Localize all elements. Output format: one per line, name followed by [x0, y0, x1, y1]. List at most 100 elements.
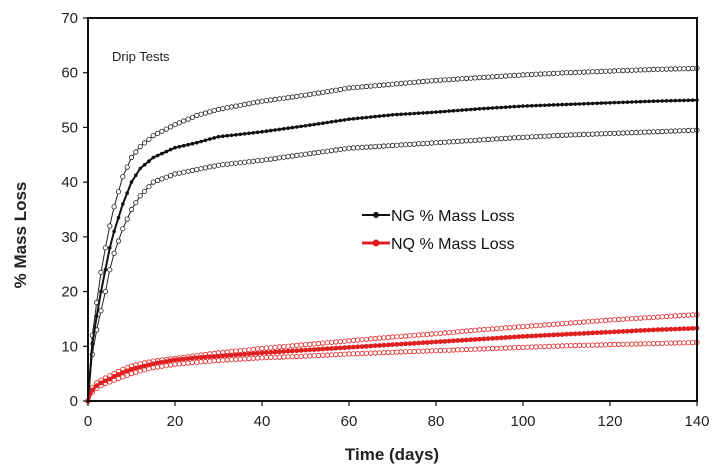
ng-upper-bound-point: [407, 80, 413, 86]
nq-series-point: [89, 387, 95, 393]
nq-series-point: [564, 331, 569, 337]
ng-lower-bound-point: [224, 161, 230, 167]
ng-upper-bound-point: [189, 114, 195, 120]
ng-lower-bound-point: [385, 143, 391, 149]
nq-lower-bound-point: [185, 360, 191, 366]
ng-series-point: [94, 314, 99, 319]
ng-series-point: [634, 100, 638, 104]
nq-lower-bound-point: [302, 353, 309, 359]
nq-series-point: [690, 326, 695, 331]
ng-lower-bound-point: [616, 130, 622, 136]
nq-series-point: [342, 345, 347, 351]
nq-series-point: [568, 331, 574, 337]
nq-lower-bound-point: [202, 358, 208, 365]
ng-series-point: [556, 103, 560, 107]
ng-series-point: [651, 99, 656, 103]
x-tick-label: 140: [684, 413, 709, 430]
ng-upper-bound-point: [420, 78, 426, 85]
nq-series-point: [451, 338, 456, 344]
nq-series-point: [364, 343, 369, 349]
nq-upper-bound-point: [633, 315, 639, 321]
ng-upper-bound-point: [102, 245, 109, 251]
ng-upper-bound-point: [581, 69, 587, 75]
nq-upper-bound-point: [642, 315, 648, 321]
nq-upper-bound-point: [476, 327, 483, 333]
ng-upper-bound-point: [529, 71, 535, 78]
ng-lower-bound-point: [620, 130, 626, 136]
nq-lower-bound-point: [602, 342, 609, 348]
ng-upper-bound-point: [220, 106, 226, 112]
nq-series-point: [433, 339, 439, 345]
ng-series-point: [630, 100, 634, 104]
ng-upper-bound-point: [302, 92, 309, 98]
ng-lower-bound-point: [398, 142, 404, 148]
ng-series-point: [560, 102, 564, 107]
ng-upper-bound-point: [159, 128, 165, 134]
nq-lower-bound-point: [442, 347, 448, 353]
ng-lower-bound-point: [246, 159, 252, 165]
confidence-bands: [85, 65, 700, 404]
nq-lower-bound-point: [463, 346, 469, 353]
nq-upper-bound-point: [289, 343, 295, 349]
nq-lower-bound-point: [389, 349, 396, 355]
ng-lower-bound-point: [485, 136, 491, 143]
ng-lower-bound-point: [211, 163, 217, 169]
legend-label-ng: NG % Mass Loss: [391, 208, 515, 225]
ng-lower-bound-point: [655, 129, 661, 135]
ng-upper-bound-point: [359, 84, 365, 90]
nq-lower-bound-point: [568, 342, 574, 349]
ng-series-point: [364, 115, 369, 120]
nq-series-point: [411, 340, 417, 346]
ng-series-point: [673, 98, 678, 103]
ng-upper-bound-point: [428, 78, 435, 84]
nq-lower-bound-point: [642, 341, 648, 347]
nq-upper-bound-point: [372, 335, 378, 342]
y-tick-label: 30: [61, 229, 78, 246]
ng-lower-bound-point: [333, 147, 339, 153]
ng-upper-bound-point: [368, 83, 374, 89]
nq-series-point: [316, 346, 321, 352]
ng-series-point: [408, 112, 412, 116]
nq-upper-bound-point: [307, 341, 313, 347]
ng-series-point: [677, 98, 682, 103]
ng-series-point: [499, 105, 504, 110]
ng-lower-bound-point: [581, 131, 587, 137]
nq-series-point: [577, 331, 582, 336]
ng-lower-bound-point: [124, 216, 130, 222]
nq-upper-bound-point: [472, 327, 478, 333]
ng-series-point: [508, 105, 512, 109]
ng-lower-bound-point: [185, 168, 191, 174]
nq-series-point: [459, 337, 465, 343]
ng-upper-bound-point: [494, 73, 500, 80]
nq-upper-bound-point: [624, 316, 631, 322]
nq-lower-bound-point: [494, 345, 500, 351]
nq-lower-bound-point: [476, 346, 483, 352]
nq-series-point: [498, 335, 504, 341]
nq-lower-bound-point: [411, 348, 417, 355]
nq-lower-bound-point: [211, 358, 217, 364]
ng-upper-bound-point: [507, 73, 513, 79]
ng-lower-bound-point: [611, 130, 618, 136]
ng-series-point: [577, 102, 582, 106]
nq-series-point: [642, 327, 648, 333]
ng-lower-bound-point: [637, 129, 644, 135]
nq-lower-bound-point: [468, 346, 474, 352]
ng-lower-bound-point: [311, 150, 317, 156]
ng-series-point: [621, 100, 625, 105]
nq-upper-bound-point: [250, 346, 256, 352]
ng-lower-bound-point: [263, 157, 269, 163]
nq-lower-bound-point: [481, 346, 487, 352]
nq-upper-bound-point: [433, 331, 439, 337]
ng-lower-bound-point: [268, 156, 274, 162]
nq-lower-bound-point: [420, 348, 426, 354]
nq-series-point: [211, 354, 217, 359]
nq-series-point: [446, 338, 452, 344]
nq-upper-bound-point: [629, 316, 635, 322]
ng-upper-bound-point: [228, 104, 235, 110]
ng-upper-bound-point: [642, 67, 648, 73]
ng-lower-bound-point: [233, 160, 239, 166]
ng-upper-bound-point: [611, 68, 618, 74]
ng-upper-bound-point: [672, 66, 678, 72]
nq-series-point: [246, 351, 252, 357]
nq-lower-bound-point: [307, 353, 313, 359]
